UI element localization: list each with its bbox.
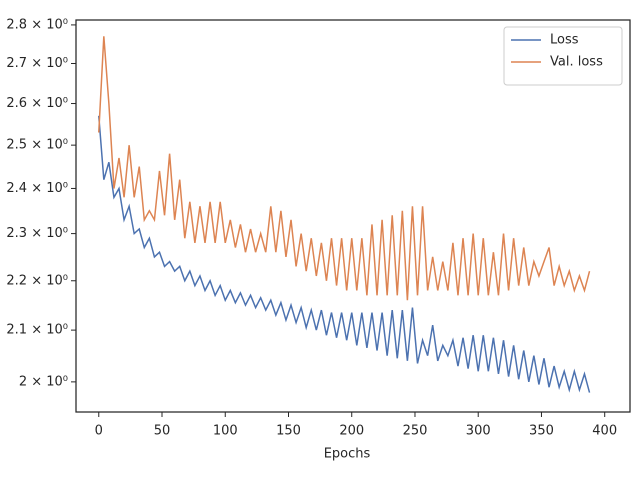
- x-tick-label: 300: [466, 424, 491, 439]
- y-tick-label: 2.6 × 10⁰: [6, 96, 68, 111]
- y-tick-label: 2.8 × 10⁰: [6, 17, 68, 32]
- x-tick-label: 50: [154, 424, 171, 439]
- x-axis-label: Epochs: [324, 447, 371, 462]
- x-tick-label: 150: [276, 424, 301, 439]
- line-series: [98, 115, 591, 393]
- x-tick-label: 200: [339, 424, 364, 439]
- y-tick-label: 2.4 × 10⁰: [6, 181, 68, 196]
- y-tick-label: 2 × 10⁰: [19, 374, 68, 389]
- x-tick-label: 0: [95, 424, 103, 439]
- y-tick-label: 2.1 × 10⁰: [6, 323, 68, 338]
- y-tick-label: 2.3 × 10⁰: [6, 226, 68, 241]
- x-tick-label: 100: [213, 424, 238, 439]
- legend-box: [503, 26, 623, 86]
- x-tick-label: 400: [592, 424, 617, 439]
- line-series: [98, 36, 591, 301]
- y-tick-label: 2.7 × 10⁰: [6, 56, 68, 71]
- y-tick-label: 2.5 × 10⁰: [6, 138, 68, 153]
- legend-label: Loss: [550, 33, 579, 48]
- x-tick-label: 250: [403, 424, 428, 439]
- x-tick-label: 350: [529, 424, 554, 439]
- y-tick-label: 2.2 × 10⁰: [6, 273, 68, 288]
- legend-label: Val. loss: [550, 55, 603, 70]
